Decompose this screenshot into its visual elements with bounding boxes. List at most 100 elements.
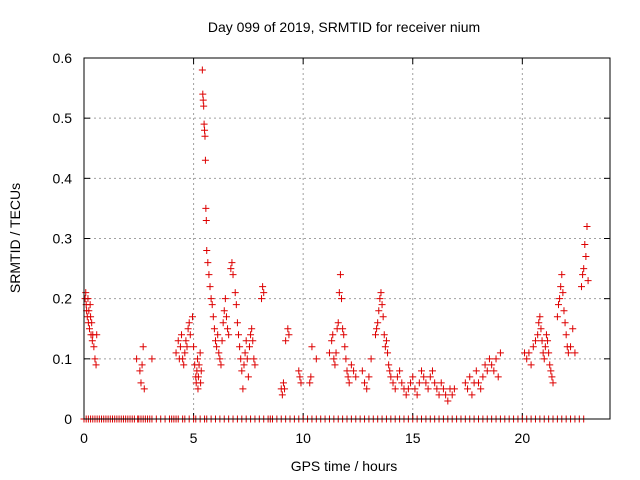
x-tick-label: 20 xyxy=(515,430,531,446)
data-point xyxy=(139,343,147,351)
data-point xyxy=(197,379,205,387)
data-point xyxy=(540,355,548,363)
data-point xyxy=(242,337,250,345)
data-point xyxy=(426,373,434,381)
data-point xyxy=(584,277,592,285)
data-point xyxy=(583,222,591,230)
data-point xyxy=(381,343,389,351)
data-point xyxy=(204,259,212,267)
data-point xyxy=(335,289,343,297)
data-point xyxy=(376,295,384,303)
data-point xyxy=(404,385,412,393)
plot-frame xyxy=(83,57,611,420)
data-point xyxy=(329,331,337,339)
data-point xyxy=(88,337,96,345)
data-point xyxy=(201,132,209,140)
data-point xyxy=(534,331,542,339)
data-point xyxy=(194,355,202,363)
data-point xyxy=(249,337,257,345)
data-point xyxy=(396,367,404,375)
data-point xyxy=(148,355,156,363)
data-point xyxy=(312,355,320,363)
data-point xyxy=(431,379,439,387)
data-point xyxy=(567,343,575,351)
data-point xyxy=(523,355,531,363)
data-point xyxy=(308,343,316,351)
data-point xyxy=(285,331,293,339)
data-point xyxy=(578,283,586,291)
data-point xyxy=(415,379,423,387)
data-point xyxy=(190,343,198,351)
data-point xyxy=(382,337,390,345)
data-point xyxy=(240,361,248,369)
data-point xyxy=(201,156,209,164)
x-tick-label: 10 xyxy=(295,430,311,446)
data-point xyxy=(437,379,445,387)
data-point xyxy=(243,355,251,363)
data-point xyxy=(179,355,187,363)
data-point xyxy=(278,391,286,399)
tick-labels: 0 5 10 15 20 0 0.1 0.2 0.3 0.4 0.5 0.6 xyxy=(53,50,531,446)
data-point xyxy=(571,349,579,357)
data-point xyxy=(210,325,218,333)
data-point xyxy=(398,379,406,387)
data-point xyxy=(472,367,480,375)
data-point xyxy=(479,373,487,381)
data-point xyxy=(224,325,232,333)
data-point xyxy=(225,331,233,339)
data-point xyxy=(444,397,452,405)
data-point xyxy=(216,355,224,363)
data-point xyxy=(367,355,375,363)
y-tick-label: 0.2 xyxy=(53,291,73,307)
data-point xyxy=(529,343,537,351)
data-point xyxy=(197,367,205,375)
data-point xyxy=(492,355,500,363)
data-point xyxy=(328,337,336,345)
data-point xyxy=(297,379,305,387)
data-point xyxy=(245,343,253,351)
data-point xyxy=(389,379,397,387)
data-point xyxy=(402,391,410,399)
data-point xyxy=(209,313,217,321)
data-point xyxy=(350,367,358,375)
data-point xyxy=(407,379,415,387)
data-point xyxy=(217,361,225,369)
data-point xyxy=(206,283,214,291)
data-point xyxy=(239,385,247,393)
data-point xyxy=(557,283,565,291)
data-point xyxy=(537,325,545,333)
data-point xyxy=(250,355,258,363)
data-point xyxy=(233,319,241,327)
data-point xyxy=(345,379,353,387)
data-point xyxy=(490,367,498,375)
x-tick-label: 5 xyxy=(190,430,198,446)
data-point xyxy=(174,337,182,345)
data-point xyxy=(347,361,355,369)
data-point xyxy=(93,331,101,339)
data-point xyxy=(194,385,202,393)
data-point xyxy=(339,325,347,333)
data-point xyxy=(172,349,180,357)
data-point xyxy=(202,204,210,212)
data-point xyxy=(138,361,146,369)
data-point xyxy=(220,307,228,315)
data-point xyxy=(232,301,240,309)
data-point xyxy=(535,319,543,327)
data-point xyxy=(199,90,207,98)
data-point xyxy=(450,385,458,393)
data-point xyxy=(208,301,216,309)
data-point xyxy=(185,319,193,327)
data-point xyxy=(411,385,419,393)
data-point xyxy=(244,373,252,381)
data-point xyxy=(188,313,196,321)
data-point xyxy=(525,349,533,357)
data-point xyxy=(296,373,304,381)
data-point xyxy=(485,355,493,363)
data-point xyxy=(468,391,476,399)
data-point xyxy=(358,367,366,375)
data-point xyxy=(560,307,568,315)
data-point xyxy=(205,271,213,279)
data-point xyxy=(556,295,564,303)
grid-lines xyxy=(84,58,610,419)
data-point xyxy=(442,391,450,399)
